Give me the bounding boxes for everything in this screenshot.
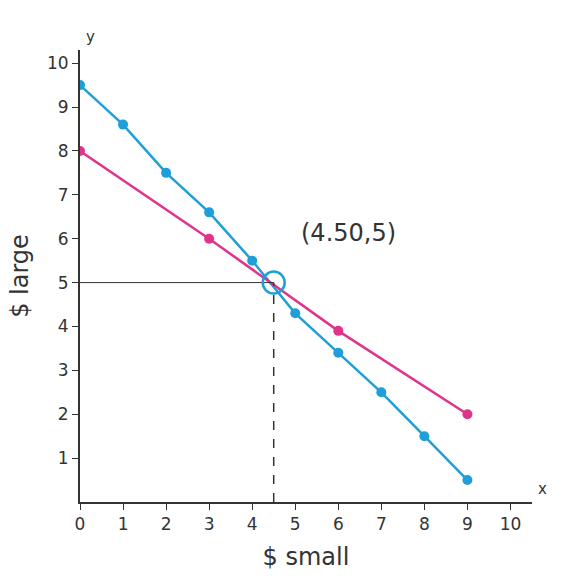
svg-text:10: 10 xyxy=(500,514,522,534)
svg-text:7: 7 xyxy=(376,514,387,534)
svg-text:8: 8 xyxy=(419,514,430,534)
svg-text:(4.50,5): (4.50,5) xyxy=(301,219,396,247)
svg-text:y: y xyxy=(86,28,95,46)
svg-text:x: x xyxy=(538,480,547,498)
svg-text:2: 2 xyxy=(58,404,69,424)
svg-text:4: 4 xyxy=(58,316,69,336)
svg-text:2: 2 xyxy=(161,514,172,534)
svg-text:6: 6 xyxy=(333,514,344,534)
svg-text:1: 1 xyxy=(58,448,69,468)
svg-text:5: 5 xyxy=(290,514,301,534)
svg-text:1: 1 xyxy=(118,514,129,534)
svg-text:8: 8 xyxy=(58,141,69,161)
svg-text:6: 6 xyxy=(58,229,69,249)
svg-text:$ large: $ large xyxy=(6,234,34,318)
svg-text:10: 10 xyxy=(47,53,69,73)
svg-text:3: 3 xyxy=(58,360,69,380)
svg-text:3: 3 xyxy=(204,514,215,534)
svg-text:0: 0 xyxy=(75,514,86,534)
svg-text:9: 9 xyxy=(58,97,69,117)
svg-text:$ small: $ small xyxy=(263,543,350,571)
svg-text:5: 5 xyxy=(58,273,69,293)
svg-text:9: 9 xyxy=(462,514,473,534)
svg-text:7: 7 xyxy=(58,185,69,205)
svg-text:4: 4 xyxy=(247,514,258,534)
